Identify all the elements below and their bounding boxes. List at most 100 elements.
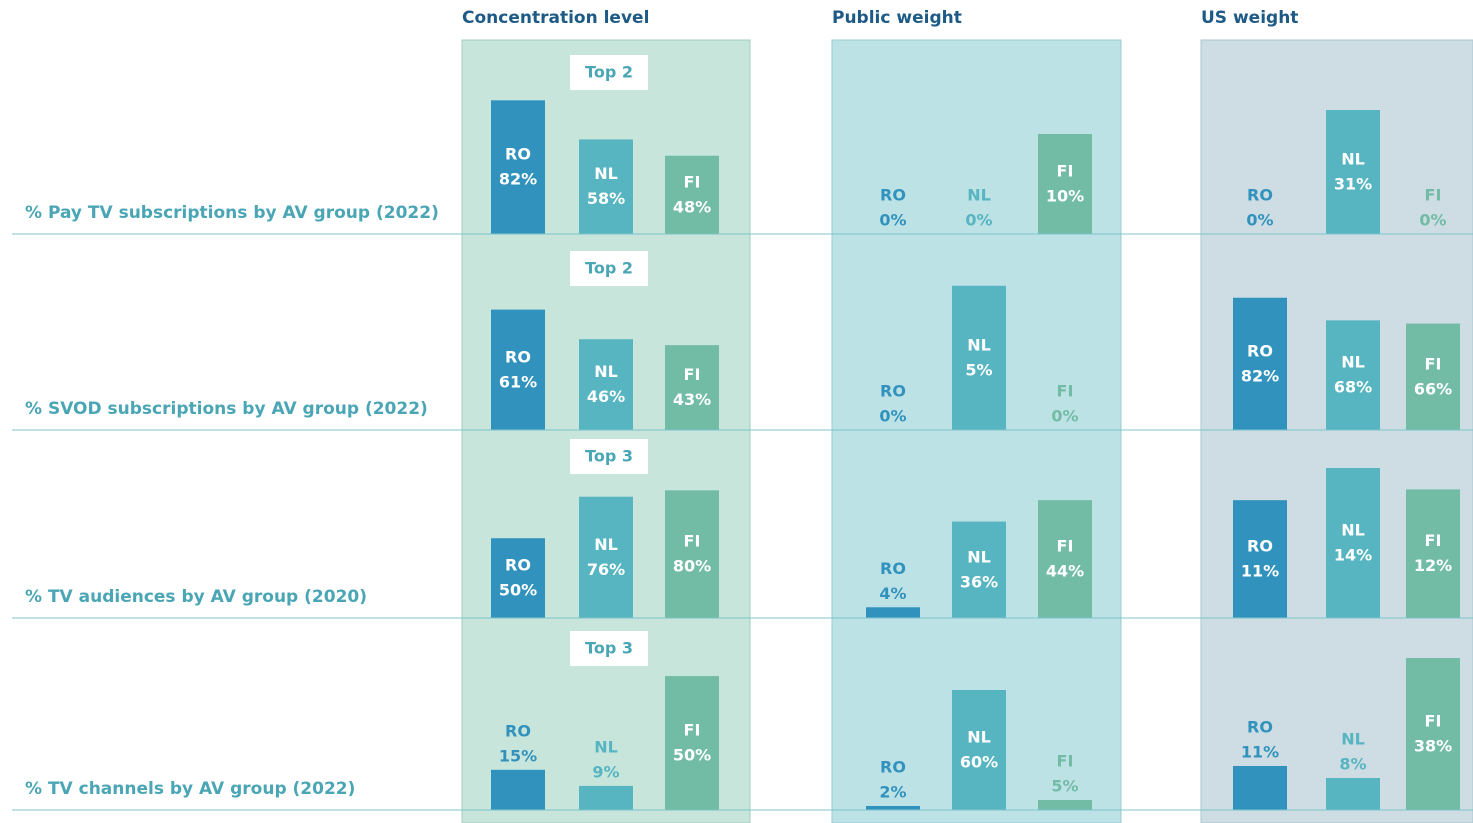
bar: [866, 806, 920, 810]
bar: [1406, 489, 1460, 618]
bar-value: 66%: [1414, 379, 1452, 398]
bar: [665, 155, 719, 234]
bar: [579, 496, 633, 618]
bar-value: 10%: [1046, 187, 1084, 206]
bar-value: 50%: [673, 746, 711, 765]
bar: [866, 607, 920, 618]
bar-value: 36%: [960, 572, 998, 591]
bar-category: RO: [1247, 186, 1273, 205]
bar-category: FI: [1057, 162, 1074, 181]
bar-value: 61%: [499, 372, 537, 391]
bar-value: 14%: [1334, 546, 1372, 565]
badge-label: Top 2: [585, 259, 633, 278]
bar-category: RO: [880, 186, 906, 205]
bar-value: 50%: [499, 581, 537, 600]
bar-category: FI: [1057, 752, 1074, 771]
badge: [570, 439, 648, 474]
bar-value: 5%: [965, 360, 992, 379]
bar-category: FI: [1057, 382, 1074, 401]
bar-value: 82%: [499, 170, 537, 189]
column-title: Public weight: [832, 8, 962, 28]
bar-value: 31%: [1334, 175, 1372, 194]
bar-category: NL: [967, 335, 991, 354]
bar-category: NL: [967, 728, 991, 747]
bar: [1233, 766, 1287, 810]
row-label: % Pay TV subscriptions by AV group (2022…: [25, 203, 439, 223]
bar-category: RO: [505, 145, 531, 164]
bar-value: 38%: [1414, 737, 1452, 756]
bar: [952, 285, 1006, 430]
bar-value: 44%: [1046, 562, 1084, 581]
bar-value: 12%: [1414, 556, 1452, 575]
bar-value: 46%: [587, 387, 625, 406]
bar-category: NL: [967, 547, 991, 566]
bar-category: NL: [1341, 150, 1365, 169]
bar: [1038, 800, 1092, 810]
bar-value: 0%: [1051, 407, 1078, 426]
bar-category: FI: [1425, 354, 1442, 373]
badge-label: Top 2: [585, 63, 633, 82]
bar-value: 43%: [673, 390, 711, 409]
bar-category: FI: [1425, 531, 1442, 550]
bar: [1038, 500, 1092, 618]
bar-value: 68%: [1334, 378, 1372, 397]
bar-category: RO: [880, 758, 906, 777]
bar: [491, 538, 545, 618]
bar: [1233, 297, 1287, 430]
row-label: % TV audiences by AV group (2020): [25, 587, 367, 607]
row-label: % SVOD subscriptions by AV group (2022): [25, 399, 428, 419]
bar: [1406, 323, 1460, 430]
bar-category: RO: [1247, 718, 1273, 737]
bar-value: 5%: [1051, 777, 1078, 796]
bar-value: 0%: [1246, 211, 1273, 230]
badge: [570, 55, 648, 90]
bar-category: NL: [967, 186, 991, 205]
bar: [491, 769, 545, 810]
bar: [579, 139, 633, 234]
column-title: US weight: [1201, 8, 1298, 28]
bar-value: 9%: [592, 762, 619, 781]
bar-category: NL: [1341, 353, 1365, 372]
bar-value: 4%: [879, 584, 906, 603]
bar-value: 60%: [960, 753, 998, 772]
bar: [665, 490, 719, 618]
bar-value: 11%: [1241, 743, 1279, 762]
bar-category: FI: [684, 365, 701, 384]
bar-value: 48%: [673, 197, 711, 216]
bar: [1326, 778, 1380, 810]
bar: [1038, 134, 1092, 234]
column-title: Concentration level: [462, 8, 649, 28]
bar-category: RO: [1247, 537, 1273, 556]
bar-value: 8%: [1339, 755, 1366, 774]
badge-label: Top 3: [585, 639, 633, 658]
bar-category: RO: [880, 382, 906, 401]
bar-value: 0%: [965, 211, 992, 230]
bar-value: 11%: [1241, 562, 1279, 581]
bar-category: NL: [1341, 521, 1365, 540]
bar-category: FI: [684, 532, 701, 551]
bar-category: FI: [684, 721, 701, 740]
bar-value: 0%: [879, 211, 906, 230]
row-label: % TV channels by AV group (2022): [25, 779, 355, 799]
badge: [570, 251, 648, 286]
badge: [570, 631, 648, 666]
bar-category: FI: [1057, 537, 1074, 556]
bar: [1233, 500, 1287, 618]
bar: [579, 785, 633, 810]
bar-value: 15%: [499, 746, 537, 765]
bar: [1326, 468, 1380, 618]
badge-label: Top 3: [585, 447, 633, 466]
bar-value: 0%: [1419, 211, 1446, 230]
bar-category: RO: [505, 556, 531, 575]
bar: [491, 100, 545, 234]
bar-category: NL: [594, 164, 618, 183]
bar-category: NL: [594, 535, 618, 554]
bar-value: 76%: [587, 560, 625, 579]
bar: [1326, 320, 1380, 430]
bar: [1406, 658, 1460, 810]
bar-category: NL: [594, 737, 618, 756]
bar-value: 2%: [879, 783, 906, 802]
bar: [665, 345, 719, 430]
bar-category: RO: [505, 347, 531, 366]
